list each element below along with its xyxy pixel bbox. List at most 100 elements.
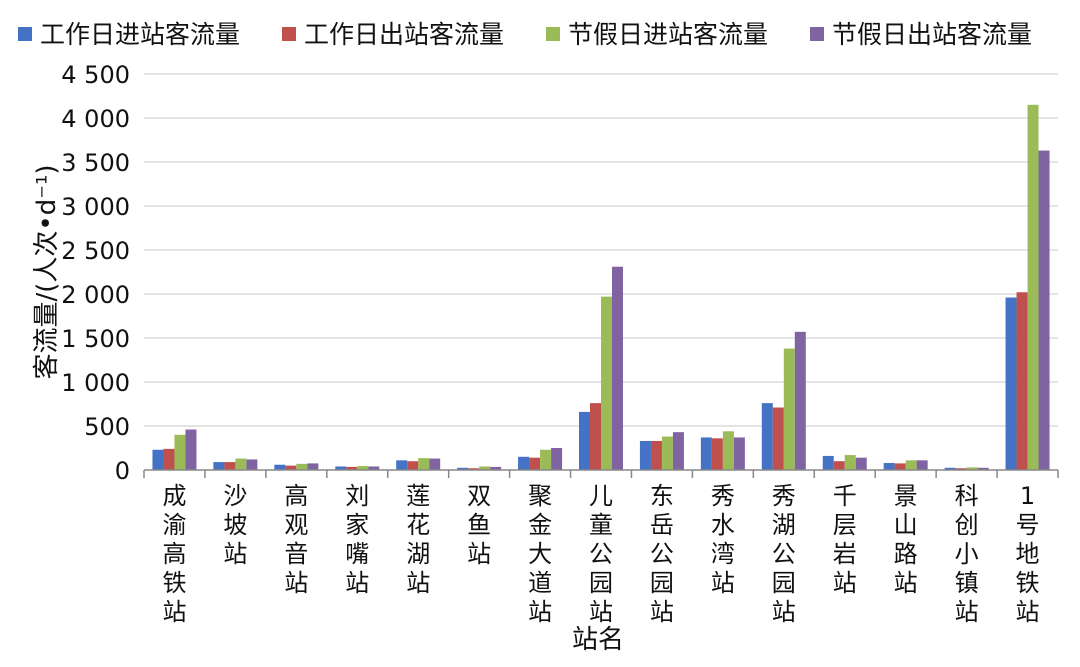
bar <box>722 431 734 470</box>
y-tick-label: 1 500 <box>61 325 130 353</box>
bar <box>794 331 806 470</box>
bar <box>661 436 673 470</box>
bar <box>296 463 308 470</box>
x-tick-label: 高观音站 <box>284 482 308 597</box>
legend-swatch <box>18 27 32 41</box>
legend-label: 节假日出站客流量 <box>832 20 1032 49</box>
bar <box>783 348 795 470</box>
bar <box>1016 292 1028 470</box>
bars <box>152 104 1050 471</box>
bar <box>672 432 684 470</box>
bar <box>213 462 225 470</box>
bar <box>1038 150 1050 470</box>
y-tick-label: 4 000 <box>61 105 130 133</box>
bar <box>772 407 784 470</box>
x-tick-label: 东岳公园站 <box>650 482 674 626</box>
bar <box>916 460 928 470</box>
legend-swatch <box>282 27 296 41</box>
x-axis-ticks: 成渝高铁站 沙坡站 高观音站 刘家嘴站 莲花湖站 双鱼站 聚金大道站 儿童公园站 东岳公园站 秀水… <box>143 470 1059 626</box>
bar <box>761 403 773 470</box>
bar <box>346 466 358 470</box>
bar <box>833 461 845 470</box>
bar <box>822 455 834 470</box>
bar <box>529 457 541 470</box>
bar <box>490 466 502 470</box>
bar <box>357 466 369 470</box>
bar <box>966 467 978 470</box>
y-tick-label: 2 000 <box>61 281 130 309</box>
bar <box>185 429 197 470</box>
bar <box>639 440 651 470</box>
bar <box>457 467 469 470</box>
x-axis-label: 站名 <box>572 625 624 655</box>
bar <box>224 462 236 470</box>
bar <box>235 458 247 470</box>
bar <box>274 464 286 470</box>
bar <box>418 458 430 470</box>
bar <box>307 463 319 470</box>
legend-label: 节假日进站客流量 <box>568 20 768 49</box>
bar <box>711 438 723 470</box>
bar <box>1005 297 1017 470</box>
legend-swatch <box>546 27 560 41</box>
x-tick-label: 儿童公园站 <box>589 482 613 626</box>
bar <box>396 460 408 470</box>
bar <box>700 437 712 470</box>
y-tick-label: 4 500 <box>61 61 130 89</box>
y-tick-label: 500 <box>84 413 130 441</box>
legend: 工作日进站客流量 工作日出站客流量 节假日进站客流量 节假日出站客流量 <box>18 20 1032 49</box>
legend-swatch <box>810 27 824 41</box>
bar <box>479 466 491 470</box>
y-tick-label: 1 000 <box>61 369 130 397</box>
bar <box>855 457 867 470</box>
bar <box>163 448 175 470</box>
bar <box>579 411 590 470</box>
x-tick-label: 科创小镇站 <box>955 482 979 626</box>
bar <box>540 449 552 470</box>
bar <box>905 460 917 470</box>
bar <box>368 466 380 470</box>
x-tick-label: 双鱼站 <box>467 482 491 568</box>
bar <box>335 466 347 470</box>
bar <box>1027 104 1039 471</box>
bar <box>285 465 297 470</box>
x-tick-label: 景山路站 <box>894 482 918 597</box>
bar <box>518 456 530 470</box>
x-tick-label: 千层岩站 <box>833 482 857 597</box>
bar <box>246 459 258 470</box>
bar <box>955 468 967 470</box>
bar <box>601 296 612 470</box>
bar <box>468 468 480 470</box>
y-tick-label: 3 500 <box>61 149 130 177</box>
bar <box>844 455 856 470</box>
legend-label: 工作日出站客流量 <box>304 20 504 49</box>
bar <box>590 403 601 470</box>
x-tick-label: 聚金大道站 <box>528 482 552 626</box>
x-tick-label: 秀水湾站 <box>711 482 735 597</box>
x-tick-label: 刘家嘴站 <box>345 482 369 597</box>
legend-label: 工作日进站客流量 <box>40 20 240 49</box>
bar <box>733 437 745 470</box>
y-tick-label: 3 000 <box>61 193 130 221</box>
bar <box>650 440 662 470</box>
bar <box>894 463 906 470</box>
x-tick-label: 沙坡站 <box>223 482 247 568</box>
x-tick-label: 1 号地铁站 <box>1016 482 1040 626</box>
y-tick-label: 2 500 <box>61 237 130 265</box>
bar <box>152 449 164 470</box>
bar <box>174 434 186 470</box>
bar <box>977 467 989 470</box>
bar <box>551 448 563 470</box>
bar <box>944 467 956 470</box>
bar <box>612 266 623 470</box>
x-tick-label: 秀湖公园站 <box>772 482 796 626</box>
x-tick-label: 成渝高铁站 <box>162 482 186 626</box>
bar <box>407 461 419 470</box>
bar <box>883 462 895 470</box>
bar <box>429 458 441 470</box>
y-axis-ticks: 0 500 1 000 1 500 2 000 2 500 3 000 3 500 4 000 4… <box>61 61 130 485</box>
x-tick-label: 莲花湖站 <box>406 482 430 597</box>
gridlines <box>144 73 1058 427</box>
